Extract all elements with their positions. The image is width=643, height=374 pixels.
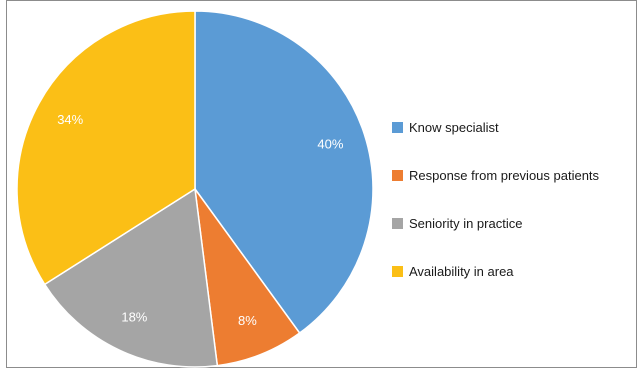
pie-slice-response-from-previous-patients[interactable] (194, 188, 301, 367)
legend-item-response-from-previous-patients[interactable]: Response from previous patients (392, 163, 599, 187)
legend-label: Availability in area (409, 263, 514, 279)
chart-frame: 40% 8% 18% 34% Know specialist Response fro… (6, 0, 637, 368)
legend-item-know-specialist[interactable]: Know specialist (392, 115, 599, 139)
legend-swatch (392, 169, 403, 181)
pie-slice-availability-in-area[interactable] (16, 10, 196, 286)
legend-swatch (392, 265, 403, 277)
slice-data-label: 40% (317, 136, 343, 151)
legend-label: Seniority in practice (409, 215, 523, 231)
legend-item-seniority-in-practice[interactable]: Seniority in practice (392, 211, 599, 235)
slice-data-label: 34% (57, 112, 83, 127)
pie-chart: 40% 8% 18% 34% (16, 10, 374, 368)
legend-item-availability-in-area[interactable]: Availability in area (392, 259, 599, 283)
legend-swatch (392, 217, 403, 229)
slice-data-label: 18% (121, 309, 147, 324)
legend-label: Know specialist (409, 119, 499, 135)
pie-slice-know-specialist[interactable] (194, 10, 374, 335)
legend-label: Response from previous patients (409, 167, 600, 183)
legend-swatch (392, 121, 403, 133)
legend: Know specialist Response from previous p… (392, 115, 599, 307)
slice-data-label: 8% (238, 313, 257, 328)
pie-slice-seniority-in-practice[interactable] (43, 187, 219, 368)
